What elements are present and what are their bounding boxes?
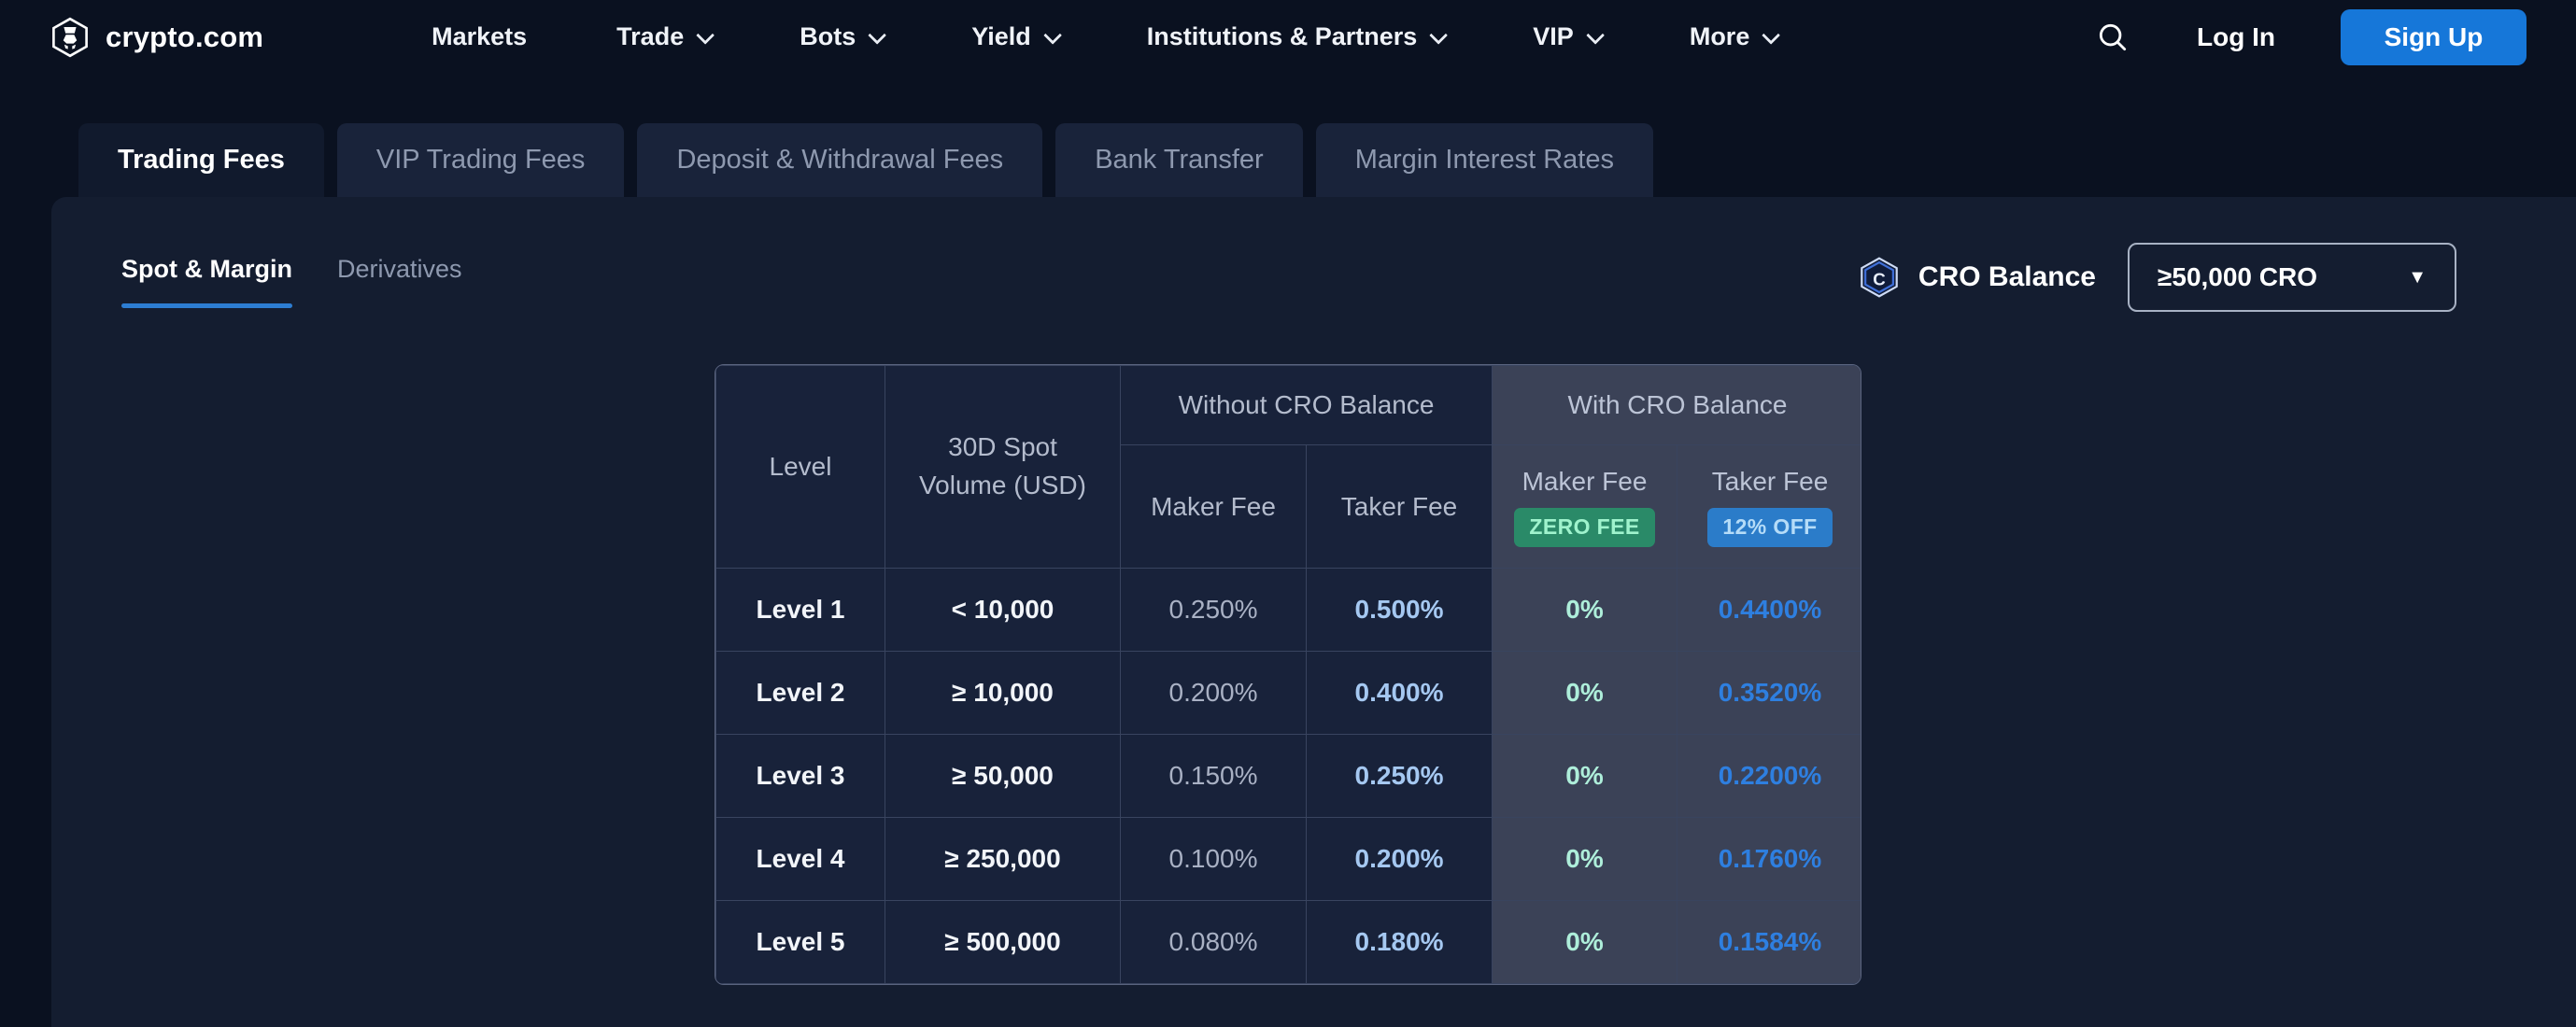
nav-item-label: More xyxy=(1689,22,1750,50)
cell-maker-fee-cro: 0% xyxy=(1492,900,1678,984)
nav-right-group: Log In Sign Up xyxy=(2094,8,2526,65)
chevron-down-icon xyxy=(696,25,715,45)
nav-item-label: Trade xyxy=(616,22,685,50)
cell-taker-fee-cro: 0.1760% xyxy=(1677,817,1861,901)
cell-taker-fee-cro: 0.1584% xyxy=(1677,900,1861,984)
cell-taker-fee: 0.250% xyxy=(1305,734,1493,818)
cell-maker-fee-cro: 0% xyxy=(1492,817,1678,901)
nav-item-label: Institutions & Partners xyxy=(1146,22,1418,50)
main-nav: Markets Trade Bots Yield Institutions & … xyxy=(432,22,1781,51)
fees-tab-bar: Trading Fees VIP Trading Fees Deposit & … xyxy=(78,123,1653,197)
nav-item-label: VIP xyxy=(1533,22,1574,50)
cell-taker-fee: 0.200% xyxy=(1305,817,1493,901)
col-header-taker-fee: Taker Fee xyxy=(1305,444,1493,569)
nav-item-institutions-partners[interactable]: Institutions & Partners xyxy=(1146,22,1449,51)
tab-bank-transfer[interactable]: Bank Transfer xyxy=(1055,123,1303,197)
brand-name: crypto.com xyxy=(106,20,264,53)
signup-button[interactable]: Sign Up xyxy=(2341,8,2526,65)
chevron-down-icon xyxy=(1762,25,1781,45)
login-button[interactable]: Log In xyxy=(2197,21,2275,51)
col-header-maker-fee-cro: Maker Fee ZERO FEE xyxy=(1492,444,1678,569)
cell-maker-fee: 0.080% xyxy=(1120,900,1307,984)
zero-fee-badge: ZERO FEE xyxy=(1514,507,1655,547)
chevron-down-icon xyxy=(1586,25,1605,45)
nav-item-markets[interactable]: Markets xyxy=(432,22,527,51)
cell-level: Level 3 xyxy=(715,734,885,818)
cell-taker-fee-cro: 0.2200% xyxy=(1677,734,1861,818)
col-header-taker-fee-cro: Taker Fee 12% OFF xyxy=(1677,444,1861,569)
table-row: Level 4 ≥ 250,000 0.100% 0.200% 0% 0.176… xyxy=(715,817,1861,901)
table-row: Level 1 < 10,000 0.250% 0.500% 0% 0.4400… xyxy=(715,568,1861,652)
cell-taker-fee: 0.180% xyxy=(1305,900,1493,984)
trading-fees-panel: Spot & Margin Derivatives C CRO Balance … xyxy=(51,197,2576,1027)
cell-maker-fee: 0.250% xyxy=(1120,568,1307,652)
cro-coin-icon: C xyxy=(1861,257,1898,298)
tab-margin-interest-rates[interactable]: Margin Interest Rates xyxy=(1315,123,1653,197)
tab-trading-fees[interactable]: Trading Fees xyxy=(78,123,324,197)
tab-deposit-withdrawal-fees[interactable]: Deposit & Withdrawal Fees xyxy=(637,123,1043,197)
cell-level: Level 1 xyxy=(715,568,885,652)
cell-taker-fee-cro: 0.4400% xyxy=(1677,568,1861,652)
cell-taker-fee: 0.400% xyxy=(1305,651,1493,735)
table-row: Level 3 ≥ 50,000 0.150% 0.250% 0% 0.2200… xyxy=(715,734,1861,818)
market-type-subtabs: Spot & Margin Derivatives xyxy=(121,255,462,308)
nav-item-label: Yield xyxy=(971,22,1031,50)
brand-logo-link[interactable]: crypto.com xyxy=(50,17,263,58)
cell-maker-fee: 0.150% xyxy=(1120,734,1307,818)
search-icon[interactable] xyxy=(2094,19,2131,56)
chevron-down-icon xyxy=(1429,25,1449,45)
crypto-com-logo-icon xyxy=(52,17,88,57)
col-header-volume-text: 30D Spot Volume (USD) xyxy=(919,432,1086,499)
cell-volume: ≥ 10,000 xyxy=(885,651,1121,735)
trading-fee-table: Level 30D Spot Volume (USD) Without CRO … xyxy=(715,364,1861,985)
cell-maker-fee: 0.200% xyxy=(1120,651,1307,735)
nav-item-vip[interactable]: VIP xyxy=(1533,22,1605,51)
cell-maker-fee-cro: 0% xyxy=(1492,734,1678,818)
table-row: Level 2 ≥ 10,000 0.200% 0.400% 0% 0.3520… xyxy=(715,651,1861,735)
subtab-derivatives[interactable]: Derivatives xyxy=(337,255,462,283)
cell-volume: ≥ 250,000 xyxy=(885,817,1121,901)
top-navbar: crypto.com Markets Trade Bots Yield Inst… xyxy=(0,0,2576,74)
chevron-down-icon xyxy=(1042,25,1062,45)
cro-balance-selected-value: ≥50,000 CRO xyxy=(2158,262,2318,291)
col-header-maker-fee: Maker Fee xyxy=(1120,444,1307,569)
cell-level: Level 5 xyxy=(715,900,885,984)
col-header-level: Level xyxy=(715,365,885,569)
cro-balance-selector-group: C CRO Balance ≥50,000 CRO ▼ xyxy=(1859,242,2456,313)
cell-level: Level 2 xyxy=(715,651,885,735)
discount-badge: 12% OFF xyxy=(1707,507,1833,547)
nav-item-yield[interactable]: Yield xyxy=(971,22,1062,51)
svg-text:C: C xyxy=(1873,269,1886,288)
cell-volume: ≥ 500,000 xyxy=(885,900,1121,984)
tab-vip-trading-fees[interactable]: VIP Trading Fees xyxy=(336,123,625,197)
cro-balance-label: CRO Balance xyxy=(1918,261,2096,292)
nav-item-label: Bots xyxy=(800,22,856,50)
cell-level: Level 4 xyxy=(715,817,885,901)
cro-balance-dropdown[interactable]: ≥50,000 CRO ▼ xyxy=(2128,243,2456,312)
cell-taker-fee: 0.500% xyxy=(1305,568,1493,652)
cell-volume: < 10,000 xyxy=(885,568,1121,652)
cell-maker-fee-cro: 0% xyxy=(1492,568,1678,652)
nav-item-bots[interactable]: Bots xyxy=(800,22,887,51)
col-header-volume: 30D Spot Volume (USD) xyxy=(885,365,1121,569)
nav-item-trade[interactable]: Trade xyxy=(616,22,715,51)
group-header-without-cro: Without CRO Balance xyxy=(1119,365,1493,445)
cell-volume: ≥ 50,000 xyxy=(885,734,1121,818)
cell-maker-fee-cro: 0% xyxy=(1492,651,1678,735)
nav-item-more[interactable]: More xyxy=(1689,22,1781,51)
col-header-maker-fee-cro-text: Maker Fee xyxy=(1522,466,1648,496)
dropdown-caret-icon: ▼ xyxy=(2408,266,2427,288)
nav-item-label: Markets xyxy=(432,22,528,50)
cell-maker-fee: 0.100% xyxy=(1120,817,1307,901)
group-header-with-cro: With CRO Balance xyxy=(1492,365,1861,445)
chevron-down-icon xyxy=(868,25,887,45)
cell-taker-fee-cro: 0.3520% xyxy=(1677,651,1861,735)
col-header-taker-fee-cro-text: Taker Fee xyxy=(1711,466,1829,496)
subtab-spot-margin[interactable]: Spot & Margin xyxy=(121,255,292,308)
table-row: Level 5 ≥ 500,000 0.080% 0.180% 0% 0.158… xyxy=(715,900,1861,984)
